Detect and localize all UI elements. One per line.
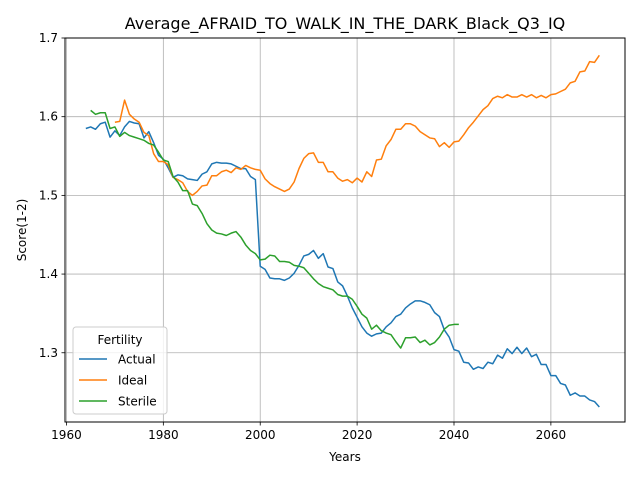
y-tick-label: 1.5 xyxy=(39,188,58,202)
legend-label-ideal: Ideal xyxy=(118,374,147,388)
series-line-sterile xyxy=(90,109,459,349)
x-tick-label: 1960 xyxy=(51,428,82,442)
y-tick-label: 1.6 xyxy=(39,110,58,124)
y-tick-label: 1.7 xyxy=(39,31,58,45)
y-axis-label: Score(1-2) xyxy=(15,199,29,262)
x-axis: 1960 1980 2000 2020 2040 2060 xyxy=(51,422,566,442)
y-tick-label: 1.4 xyxy=(39,267,58,281)
y-axis: 1.3 1.4 1.5 1.6 1.7 xyxy=(39,31,65,360)
legend: Fertility Actual Ideal Sterile xyxy=(72,326,168,415)
series-layer xyxy=(85,54,600,408)
legend-label-sterile: Sterile xyxy=(118,395,157,409)
y-tick-label: 1.3 xyxy=(39,346,58,360)
legend-box xyxy=(72,326,168,415)
chart-title: Average_AFRAID_TO_WALK_IN_THE_DARK_Black… xyxy=(125,14,566,34)
x-tick-label: 1980 xyxy=(148,428,179,442)
x-axis-label: Years xyxy=(328,450,361,464)
series-line-ideal xyxy=(114,54,600,197)
plot-frame xyxy=(64,37,626,423)
x-tick-label: 2000 xyxy=(245,428,276,442)
x-tick-label: 2020 xyxy=(342,428,373,442)
x-tick-label: 2040 xyxy=(439,428,470,442)
legend-label-actual: Actual xyxy=(118,353,156,367)
x-tick-label: 2060 xyxy=(536,428,567,442)
legend-title: Fertility xyxy=(97,333,142,347)
